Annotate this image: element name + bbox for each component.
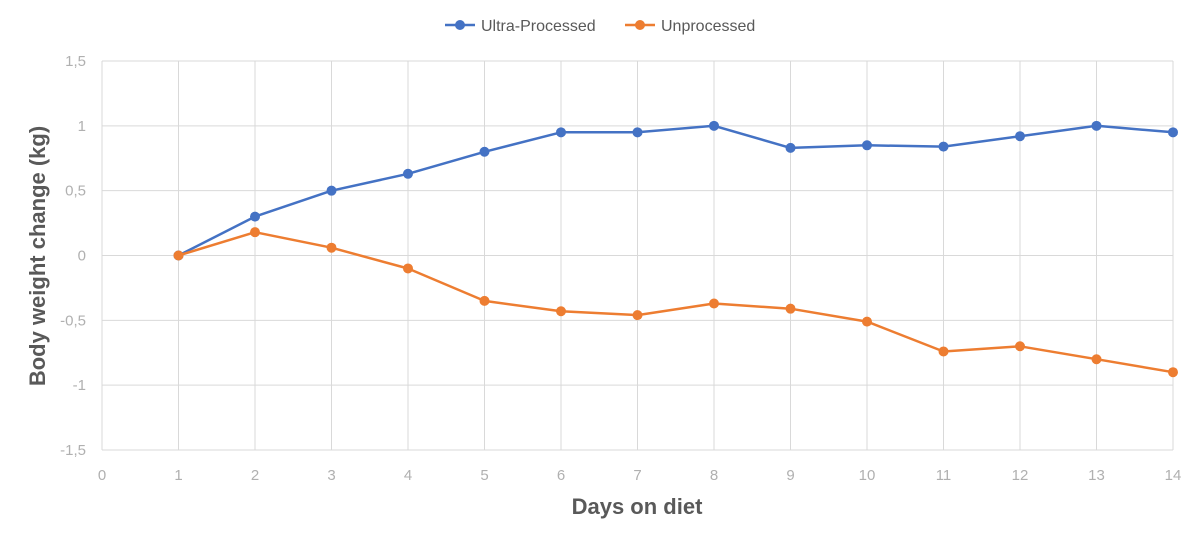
x-tick-label: 8 xyxy=(710,467,718,484)
series-line xyxy=(178,230,1174,374)
data-point xyxy=(709,120,719,131)
data-point xyxy=(938,346,949,357)
legend-label: Ultra-Processed xyxy=(481,18,596,35)
data-point xyxy=(556,306,566,317)
data-point xyxy=(862,140,872,151)
y-tick-label: 1 xyxy=(78,118,86,135)
data-point xyxy=(785,142,796,153)
series-lines xyxy=(173,120,1178,378)
x-tick-label: 11 xyxy=(936,467,952,484)
data-point xyxy=(1091,354,1102,365)
legend-item: Ultra-Processed xyxy=(445,18,596,35)
data-point xyxy=(1168,367,1178,378)
x-tick-label: 10 xyxy=(859,467,876,484)
data-point xyxy=(1015,131,1025,142)
x-tick-label: 2 xyxy=(251,467,259,484)
data-point xyxy=(403,168,413,179)
x-tick-label: 13 xyxy=(1088,467,1105,484)
data-point xyxy=(632,127,643,138)
data-point xyxy=(250,227,260,238)
x-tick-label: 3 xyxy=(327,467,335,484)
data-point xyxy=(326,242,337,253)
data-point xyxy=(632,310,643,321)
y-tick-label: 0 xyxy=(78,248,86,265)
data-point xyxy=(1091,120,1102,131)
x-tick-label: 14 xyxy=(1165,467,1182,484)
legend-item: Unprocessed xyxy=(625,18,755,35)
y-tick-label: -1 xyxy=(73,377,86,394)
data-point xyxy=(556,127,566,138)
data-point xyxy=(479,146,490,157)
series-line xyxy=(177,124,1174,257)
legend-marker xyxy=(455,20,465,30)
data-point xyxy=(479,295,490,306)
y-axis-ticks: 1,5 1 0,5 0 -0,5 -1 -1,5 xyxy=(60,53,86,459)
x-tick-label: 5 xyxy=(480,467,488,484)
data-point xyxy=(785,303,796,314)
data-point xyxy=(173,250,184,261)
data-point xyxy=(862,316,872,327)
y-tick-label: 1,5 xyxy=(65,53,86,70)
data-point xyxy=(1168,127,1178,138)
data-point xyxy=(709,298,719,309)
y-tick-label: -1,5 xyxy=(60,442,86,459)
x-tick-label: 0 xyxy=(98,467,106,484)
x-axis-ticks: 0 1 2 3 4 5 6 7 8 9 10 11 12 13 14 xyxy=(98,467,1182,484)
y-axis-title: Body weight change (kg) xyxy=(25,126,50,386)
gridlines xyxy=(101,60,1174,451)
x-tick-label: 9 xyxy=(786,467,794,484)
x-axis-title: Days on diet xyxy=(572,494,703,519)
data-point xyxy=(403,263,413,274)
x-tick-label: 7 xyxy=(633,467,641,484)
x-tick-label: 6 xyxy=(557,467,565,484)
data-point xyxy=(326,185,337,196)
x-tick-label: 12 xyxy=(1012,467,1029,484)
legend: Ultra-Processed Unprocessed xyxy=(445,18,755,35)
legend-label: Unprocessed xyxy=(661,18,755,35)
x-tick-label: 1 xyxy=(174,467,182,484)
y-tick-label: -0,5 xyxy=(60,312,86,329)
series-unprocessed xyxy=(173,227,1178,378)
data-point xyxy=(938,141,949,152)
y-tick-label: 0,5 xyxy=(65,183,86,200)
data-point xyxy=(1015,341,1025,352)
x-tick-label: 4 xyxy=(404,467,412,484)
legend-marker xyxy=(635,20,645,30)
data-point xyxy=(250,211,260,222)
